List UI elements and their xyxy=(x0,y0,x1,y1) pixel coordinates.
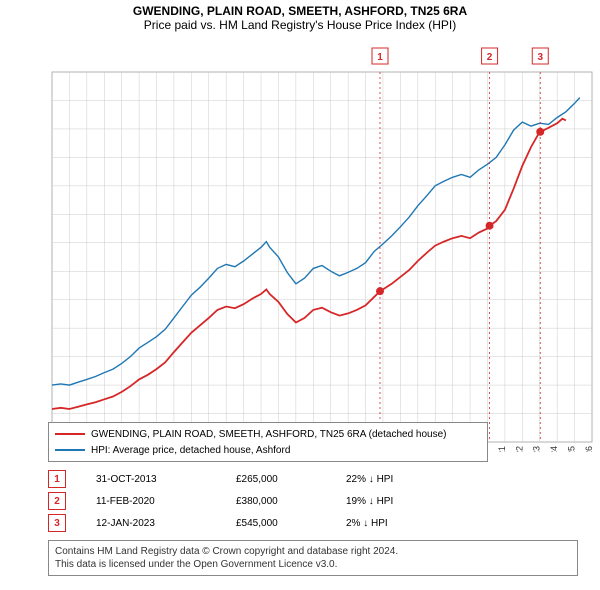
sale-price-3: £545,000 xyxy=(236,518,346,529)
svg-text:2024: 2024 xyxy=(549,446,559,452)
legend-item-hpi: HPI: Average price, detached house, Ashf… xyxy=(55,442,481,458)
sale-marker-2-icon: 2 xyxy=(48,492,66,510)
sale-row-2: 2 11-FEB-2020 £380,000 19% ↓ HPI xyxy=(48,490,466,512)
title-line1: GWENDING, PLAIN ROAD, SMEETH, ASHFORD, T… xyxy=(0,4,600,18)
sale-diff-1: 22% ↓ HPI xyxy=(346,474,466,485)
sales-table: 1 31-OCT-2013 £265,000 22% ↓ HPI 2 11-FE… xyxy=(48,468,466,534)
svg-text:2023: 2023 xyxy=(532,446,542,452)
sale-price-2: £380,000 xyxy=(236,496,346,507)
footer-line1: Contains HM Land Registry data © Crown c… xyxy=(55,545,571,558)
svg-text:1: 1 xyxy=(377,52,383,63)
title-line2: Price paid vs. HM Land Registry's House … xyxy=(0,18,600,32)
footer-box: Contains HM Land Registry data © Crown c… xyxy=(48,540,578,576)
legend-box: GWENDING, PLAIN ROAD, SMEETH, ASHFORD, T… xyxy=(48,422,488,462)
sale-date-2: 11-FEB-2020 xyxy=(96,496,236,507)
svg-text:2022: 2022 xyxy=(514,446,524,452)
sale-date-3: 12-JAN-2023 xyxy=(96,518,236,529)
svg-text:2021: 2021 xyxy=(497,446,507,452)
svg-text:2026: 2026 xyxy=(584,446,594,452)
legend-label-hpi: HPI: Average price, detached house, Ashf… xyxy=(91,445,290,456)
sale-diff-2: 19% ↓ HPI xyxy=(346,496,466,507)
svg-text:2025: 2025 xyxy=(567,446,577,452)
svg-text:2: 2 xyxy=(487,52,493,63)
footer-line2: This data is licensed under the Open Gov… xyxy=(55,558,571,571)
sale-row-3: 3 12-JAN-2023 £545,000 2% ↓ HPI xyxy=(48,512,466,534)
legend-label-property: GWENDING, PLAIN ROAD, SMEETH, ASHFORD, T… xyxy=(91,429,446,440)
legend-item-property: GWENDING, PLAIN ROAD, SMEETH, ASHFORD, T… xyxy=(55,426,481,442)
chart-title-block: GWENDING, PLAIN ROAD, SMEETH, ASHFORD, T… xyxy=(0,0,600,32)
sale-diff-3: 2% ↓ HPI xyxy=(346,518,466,529)
sale-date-1: 31-OCT-2013 xyxy=(96,474,236,485)
sale-marker-3-icon: 3 xyxy=(48,514,66,532)
sale-row-1: 1 31-OCT-2013 £265,000 22% ↓ HPI xyxy=(48,468,466,490)
svg-text:3: 3 xyxy=(537,52,543,63)
legend-swatch-property xyxy=(55,433,85,435)
line-chart-svg: £0£50K£100K£150K£200K£250K£300K£350K£400… xyxy=(48,42,600,452)
legend-swatch-hpi xyxy=(55,449,85,451)
chart-area: £0£50K£100K£150K£200K£250K£300K£350K£400… xyxy=(48,42,588,412)
sale-price-1: £265,000 xyxy=(236,474,346,485)
sale-marker-1-icon: 1 xyxy=(48,470,66,488)
